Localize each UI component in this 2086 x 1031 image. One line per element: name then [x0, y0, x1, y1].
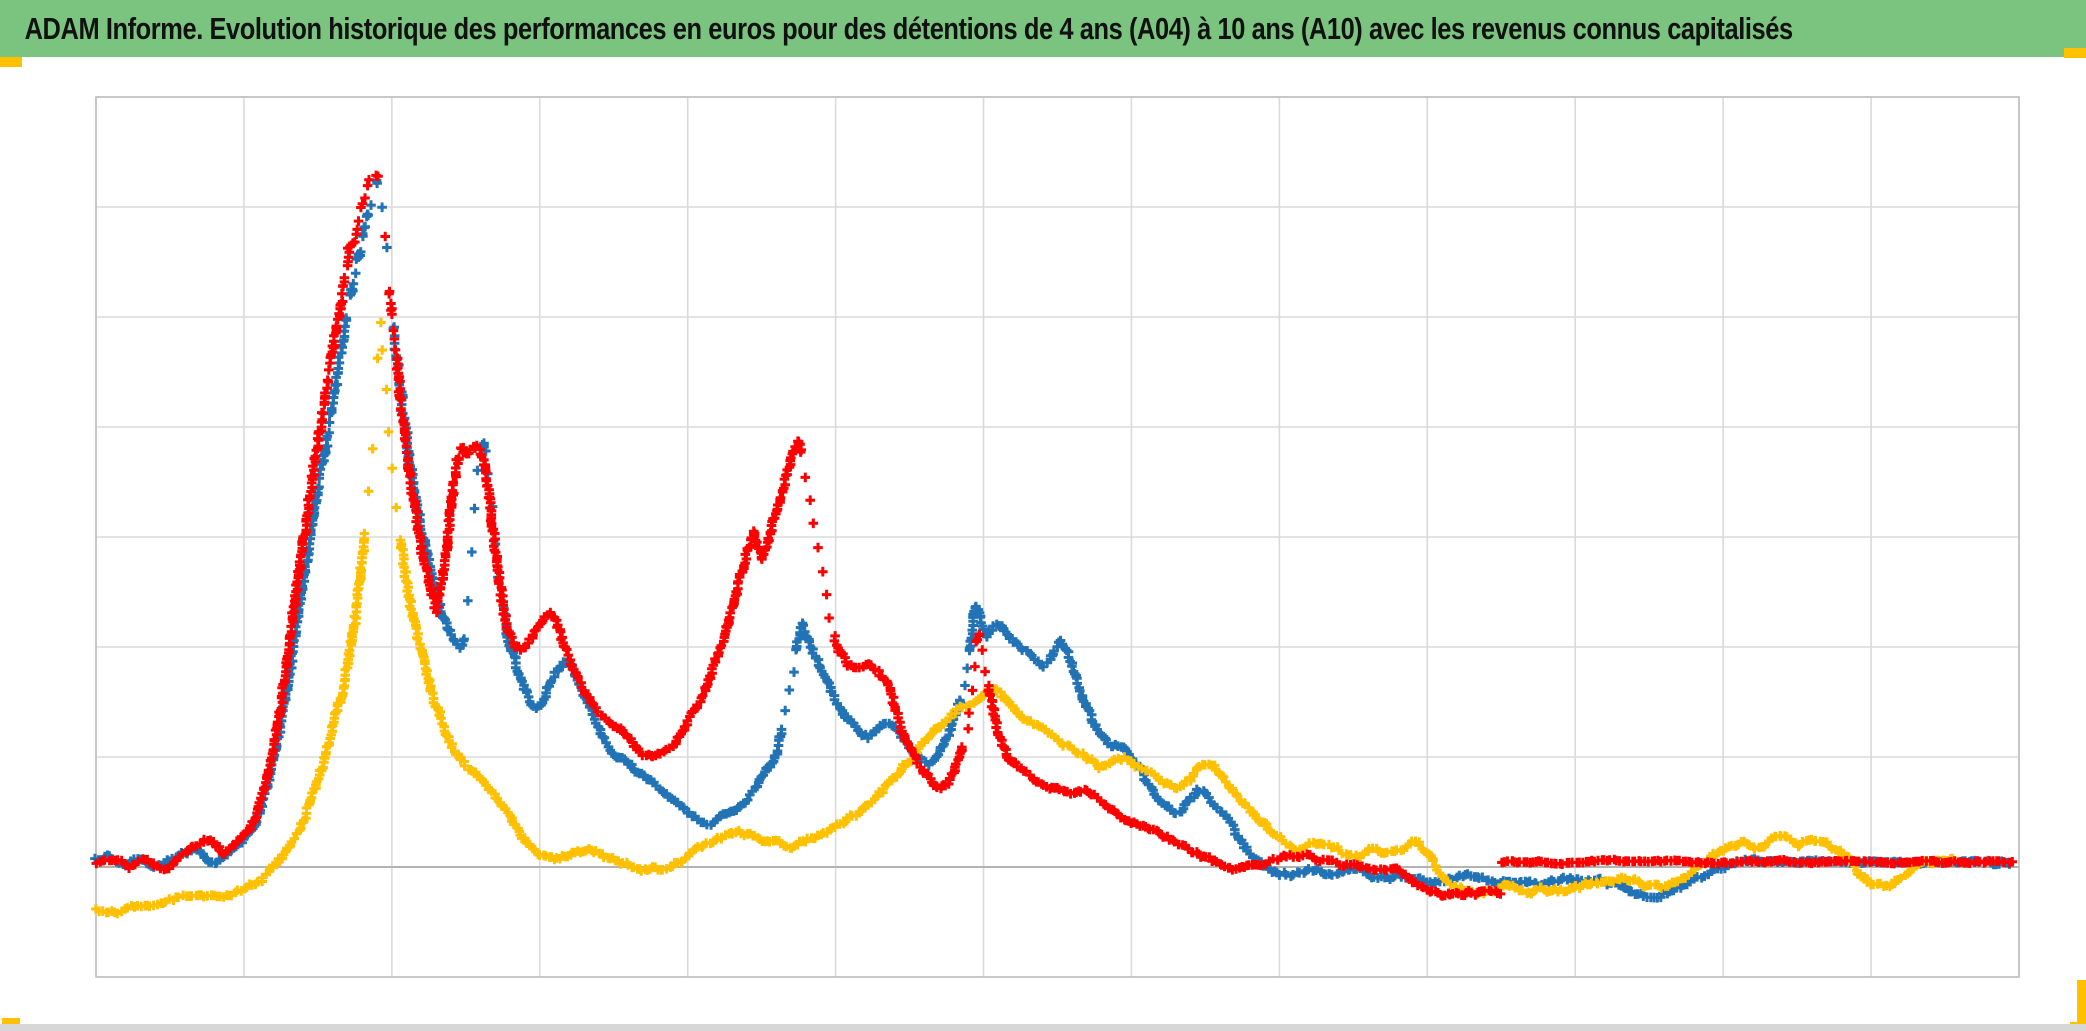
- series-gold-series-points: [91, 317, 1958, 919]
- frame-accent-top-right: [2064, 48, 2086, 58]
- chart-title-bar: ADAM Informe. Evolution historique des p…: [0, 0, 2086, 57]
- frame-accent-top-left: [0, 57, 22, 67]
- plot-border: [95, 96, 2020, 978]
- bottom-divider-bar: [0, 1024, 2086, 1031]
- chart-title: ADAM Informe. Evolution historique des p…: [24, 10, 1793, 46]
- frame-accent-bottom-right: [2077, 980, 2086, 1031]
- series-red-series-points: [91, 170, 2018, 901]
